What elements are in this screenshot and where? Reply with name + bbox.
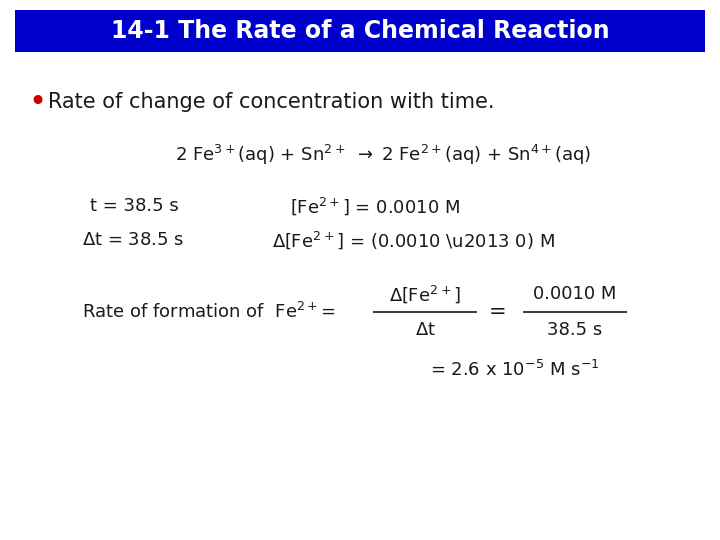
Text: 38.5 s: 38.5 s [547, 321, 603, 339]
Text: 14-1 The Rate of a Chemical Reaction: 14-1 The Rate of a Chemical Reaction [111, 19, 609, 43]
Text: $\Delta$[Fe$^{2+}$]: $\Delta$[Fe$^{2+}$] [389, 283, 461, 305]
Text: •: • [28, 87, 46, 117]
Text: Rate of formation of  Fe$^{2+}$=: Rate of formation of Fe$^{2+}$= [82, 302, 336, 322]
Text: 2 Fe$^{3+}$(aq) + Sn$^{2+}$ $\rightarrow$ 2 Fe$^{2+}$(aq) + Sn$^{4+}$(aq): 2 Fe$^{3+}$(aq) + Sn$^{2+}$ $\rightarrow… [175, 143, 591, 167]
Text: Rate of change of concentration with time.: Rate of change of concentration with tim… [48, 92, 495, 112]
Text: = 2.6 x 10$^{-5}$ M s$^{-1}$: = 2.6 x 10$^{-5}$ M s$^{-1}$ [430, 360, 600, 380]
Text: $\Delta$t: $\Delta$t [415, 321, 436, 339]
Text: $\Delta$[Fe$^{2+}$] = (0.0010 \u2013 0) M: $\Delta$[Fe$^{2+}$] = (0.0010 \u2013 0) … [272, 229, 555, 251]
Text: 0.0010 M: 0.0010 M [534, 285, 617, 303]
Text: t = 38.5 s: t = 38.5 s [90, 197, 179, 215]
Text: $\Delta$t = 38.5 s: $\Delta$t = 38.5 s [82, 231, 184, 249]
Text: [Fe$^{2+}$] = 0.0010 M: [Fe$^{2+}$] = 0.0010 M [290, 195, 460, 217]
FancyBboxPatch shape [15, 10, 705, 52]
Text: =: = [489, 302, 507, 322]
